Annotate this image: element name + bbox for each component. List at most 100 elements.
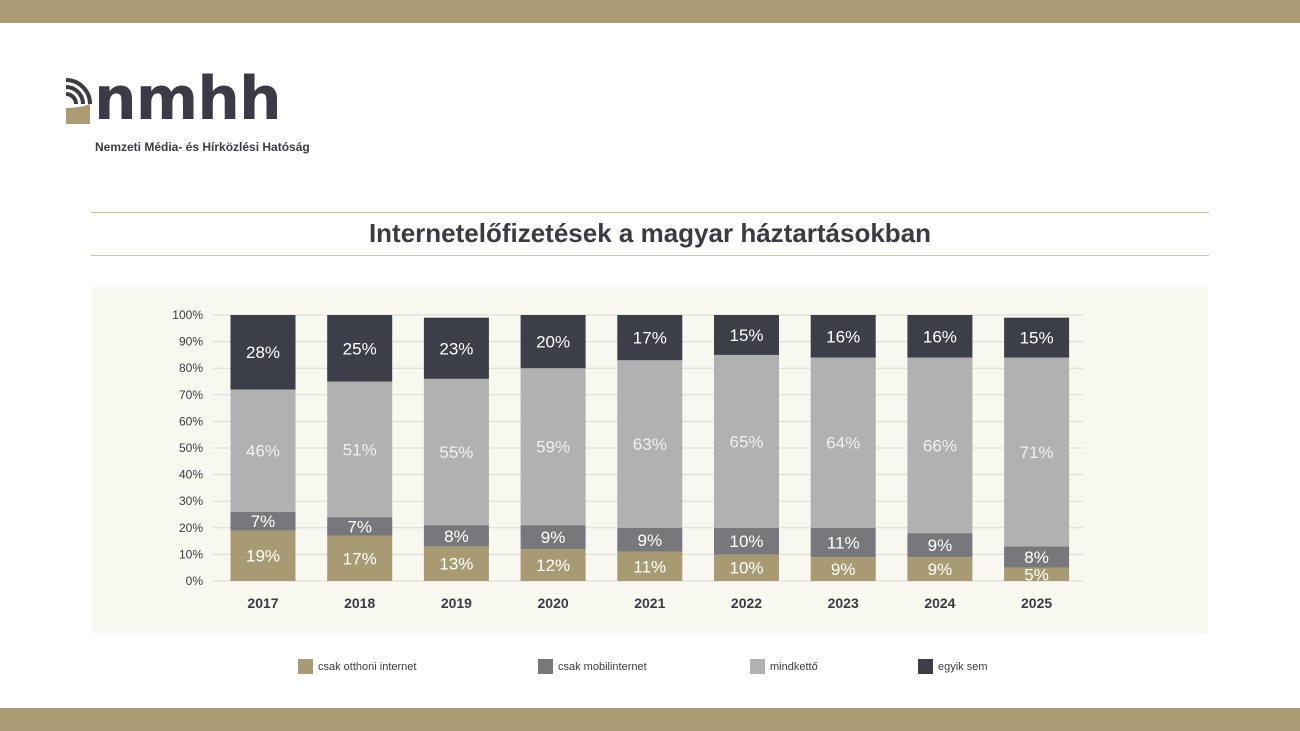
bar-segment <box>714 554 779 581</box>
data-label: 19% <box>246 547 280 566</box>
data-label: 66% <box>923 436 957 455</box>
chart-title: Internetelőfizetések a magyar háztartáso… <box>368 218 932 248</box>
bar-segment <box>907 315 973 358</box>
data-label: 8% <box>1024 548 1049 567</box>
data-label: 11% <box>827 533 860 552</box>
data-label: 9% <box>831 560 856 579</box>
legend-item: csak mobilinternet <box>538 659 647 674</box>
y-tick-label: 100% <box>172 308 203 322</box>
legend-item: mindkettő <box>750 659 818 674</box>
y-tick-label: 0% <box>186 574 204 588</box>
stacked-bar-chart: 0% 10% 20% 30% 40% 50% 60% 70% 80% 90% 100% 19% 7% 46… <box>172 308 1083 611</box>
data-label: 59% <box>536 438 570 457</box>
data-label: 51% <box>343 440 377 459</box>
data-label: 28% <box>246 343 280 362</box>
logo-subtitle: Nemzeti Média- és Hírközlési Hatóság <box>95 140 310 154</box>
bar-segment <box>423 317 489 379</box>
data-label: 16% <box>923 327 957 346</box>
x-tick-label: 2022 <box>731 595 762 611</box>
bar-segment <box>327 315 393 382</box>
x-tick-label: 2019 <box>441 595 472 611</box>
bar-segment <box>617 551 683 581</box>
bar-segment <box>810 315 876 358</box>
y-tick-label: 10% <box>179 547 203 561</box>
signal-icon <box>65 78 114 124</box>
bar-segment <box>617 360 683 528</box>
bar-segment <box>230 389 296 512</box>
legend-label: egyik sem <box>938 660 988 673</box>
bar-segment <box>1004 567 1070 581</box>
chart-panel: 0% 10% 20% 30% 40% 50% 60% 70% 80% 90% 100% 19% 7% 46… <box>92 287 1208 633</box>
bar-segment <box>1004 317 1070 358</box>
logo-wordmark: nmhh <box>94 64 282 134</box>
bar-segment <box>423 525 489 547</box>
data-label: 23% <box>439 339 473 358</box>
data-label: 10% <box>729 559 763 578</box>
bar-segment <box>714 315 779 355</box>
data-label: 15% <box>1020 329 1054 348</box>
data-label: 9% <box>928 560 953 579</box>
bar-segment <box>423 546 489 581</box>
bar-segment <box>714 354 779 528</box>
top-band <box>0 0 1300 23</box>
data-label: 13% <box>439 555 473 574</box>
legend-label: csak mobilinternet <box>558 660 647 673</box>
data-label: 20% <box>536 333 570 352</box>
legend-swatch <box>298 659 313 674</box>
bar-segment <box>327 381 393 518</box>
data-label: 64% <box>826 434 860 453</box>
data-label: 9% <box>928 536 953 555</box>
y-tick-label: 70% <box>179 388 203 402</box>
title-rule-top <box>91 212 1209 213</box>
bar-segment <box>810 527 876 558</box>
data-label: 17% <box>633 329 667 348</box>
x-tick-label: 2018 <box>344 595 375 611</box>
data-label: 71% <box>1020 443 1054 462</box>
bar-segment <box>230 530 296 581</box>
data-label: 11% <box>633 557 666 576</box>
bar-segment <box>714 527 779 555</box>
data-label: 7% <box>251 512 276 531</box>
nmhh-logo: nmhh Nemzeti Média- és Hírközlési Hatósá… <box>64 64 310 154</box>
bar-segment <box>907 357 973 534</box>
data-label: 25% <box>343 339 377 358</box>
legend-swatch <box>918 659 933 674</box>
data-label: 7% <box>347 517 372 536</box>
data-label: 10% <box>729 532 763 551</box>
title-rule-bottom <box>91 255 1209 256</box>
x-tick-label: 2025 <box>1021 595 1052 611</box>
bar-segment <box>1004 357 1070 547</box>
data-label: 9% <box>638 531 663 550</box>
legend-swatch <box>750 659 765 674</box>
data-label: 16% <box>826 327 860 346</box>
bar-segment <box>617 315 683 361</box>
legend-swatch <box>538 659 553 674</box>
bar-segment <box>520 368 586 526</box>
data-label: 65% <box>729 432 763 451</box>
x-tick-label: 2023 <box>828 595 859 611</box>
bar-segment <box>1004 546 1070 568</box>
x-tick-label: 2024 <box>924 595 955 611</box>
x-tick-label: 2020 <box>538 595 569 611</box>
bar-segment <box>617 527 683 552</box>
data-label: 8% <box>444 527 469 546</box>
bar-segment <box>810 357 876 528</box>
data-label: 46% <box>246 442 280 461</box>
legend-label: mindkettő <box>770 660 818 673</box>
y-tick-label: 80% <box>179 361 203 375</box>
x-tick-label: 2017 <box>247 595 278 611</box>
bottom-band <box>0 708 1300 731</box>
bar-segment <box>907 557 973 581</box>
data-label: 17% <box>343 549 377 568</box>
data-label: 55% <box>439 443 473 462</box>
legend-item: csak otthoni internet <box>298 659 416 674</box>
bar-segment <box>327 517 393 536</box>
x-tick-label: 2021 <box>634 595 665 611</box>
bar-segment <box>520 315 586 369</box>
bar-segment <box>907 533 973 558</box>
y-tick-label: 50% <box>179 441 203 455</box>
data-label: 5% <box>1024 565 1049 584</box>
y-tick-label: 30% <box>179 494 203 508</box>
bar-segment <box>327 535 393 581</box>
bar-segment <box>423 378 489 526</box>
